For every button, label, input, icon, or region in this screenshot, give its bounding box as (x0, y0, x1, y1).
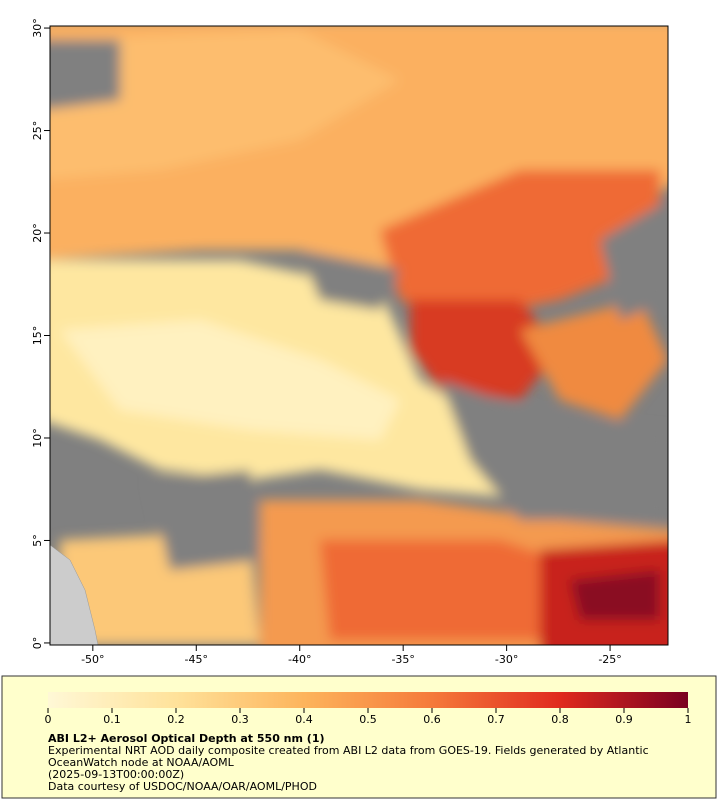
colorbar-axis: 0 0.1 0.2 0.3 0.4 0.5 0.6 0.7 0.8 0.9 1 (45, 708, 692, 726)
colorbar-tick-label: 0.2 (167, 713, 185, 726)
y-tick-label: 25° (31, 121, 44, 141)
x-tick-label: -50° (81, 653, 104, 666)
caption-lines: Experimental NRT AOD daily composite cre… (48, 744, 649, 793)
colorbar-tick-label: 0.4 (295, 713, 313, 726)
colorbar-tick-label: 0.3 (231, 713, 249, 726)
colorbar-tick-label: 0.8 (551, 713, 569, 726)
y-tick-label: 30° (31, 18, 44, 37)
x-tick-label: -40° (288, 653, 311, 666)
caption-line: Data courtesy of USDOC/NOAA/OAR/AOML/PHO… (48, 780, 317, 793)
caption-line: Experimental NRT AOD daily composite cre… (48, 744, 649, 757)
colorbar (48, 692, 688, 708)
x-tick-label: -30° (495, 653, 518, 666)
colorbar-tick-label: 0.5 (359, 713, 377, 726)
colorbar-tick-label: 0.1 (103, 713, 121, 726)
x-tick-label: -35° (391, 653, 414, 666)
y-tick-label: 20° (31, 223, 44, 243)
aod-field (50, 26, 668, 645)
y-tick-label: 0° (31, 637, 44, 650)
axes: -50° -45° -40° -35° -30° -25° 0° 5° 10° 15° 20° 25°… (31, 18, 622, 666)
y-tick-label: 15° (31, 326, 44, 346)
colorbar-tick-label: 0 (45, 713, 52, 726)
colorbar-tick-label: 1 (685, 713, 692, 726)
caption-line: (2025-09-13T00:00:00Z) (48, 768, 184, 781)
caption-line: OceanWatch node at NOAA/AOML (48, 756, 235, 769)
colorbar-tick-label: 0.6 (423, 713, 441, 726)
colorbar-tick-label: 0.9 (615, 713, 633, 726)
caption-title: ABI L2+ Aerosol Optical Depth at 550 nm … (48, 732, 325, 745)
colorbar-tick-label: 0.7 (487, 713, 505, 726)
x-tick-label: -25° (598, 653, 621, 666)
y-tick-label: 10° (31, 428, 44, 448)
x-tick-label: -45° (185, 653, 208, 666)
y-tick-label: 5° (31, 534, 44, 547)
